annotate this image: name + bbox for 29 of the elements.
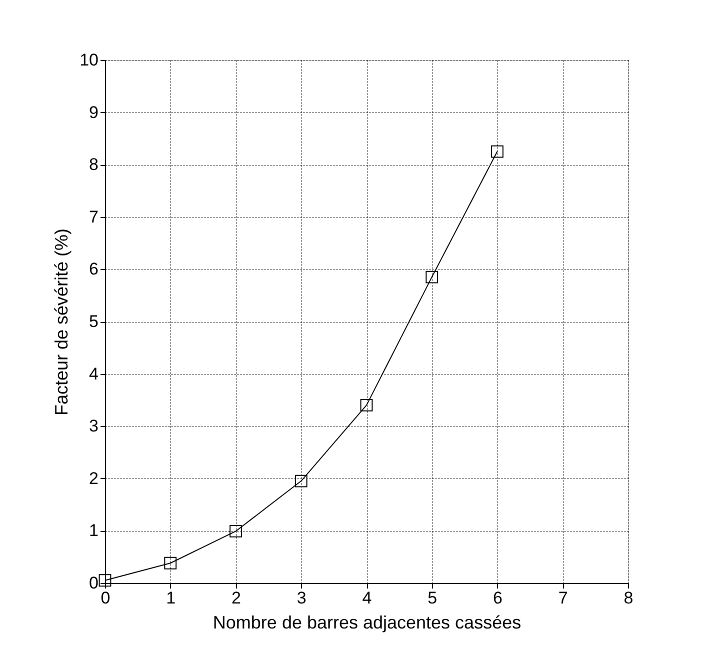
- y-tick-label: 9: [89, 102, 98, 122]
- point: [164, 556, 177, 570]
- y-tick-label: 0: [89, 574, 98, 592]
- y-tick-label: 10: [80, 50, 98, 70]
- x-tick-label: 0: [100, 588, 110, 608]
- y-tick-label: 6: [89, 260, 98, 279]
- point: [294, 474, 308, 488]
- x-tick-label: 2: [232, 588, 241, 608]
- point: [491, 145, 504, 158]
- point: [98, 574, 112, 587]
- x-tick-label: 4: [362, 588, 372, 608]
- y-tick-label: 8: [89, 155, 98, 174]
- x-tick-label: 8: [624, 588, 634, 608]
- y-tick-label: 3: [89, 416, 98, 436]
- x-axis-title: Nombre de barres adjacentes cassées: [212, 612, 522, 632]
- y-tick-label: 7: [89, 207, 98, 226]
- x-tick-label: 5: [428, 588, 438, 608]
- x-tick-label: 3: [296, 588, 306, 608]
- y-tick-label: 5: [89, 312, 98, 331]
- point: [360, 398, 373, 412]
- point: [426, 270, 438, 284]
- x-tick-label: 1: [166, 588, 176, 608]
- y-tick-label: 1: [89, 521, 98, 540]
- y-axis-title: Facteur de sévérité (%): [52, 228, 72, 416]
- x-tick-label: 7: [558, 588, 568, 608]
- y-tick-label: 4: [89, 364, 98, 384]
- x-tick-label: 6: [493, 588, 502, 608]
- y-tick-label: 2: [89, 468, 98, 488]
- point: [230, 525, 242, 538]
